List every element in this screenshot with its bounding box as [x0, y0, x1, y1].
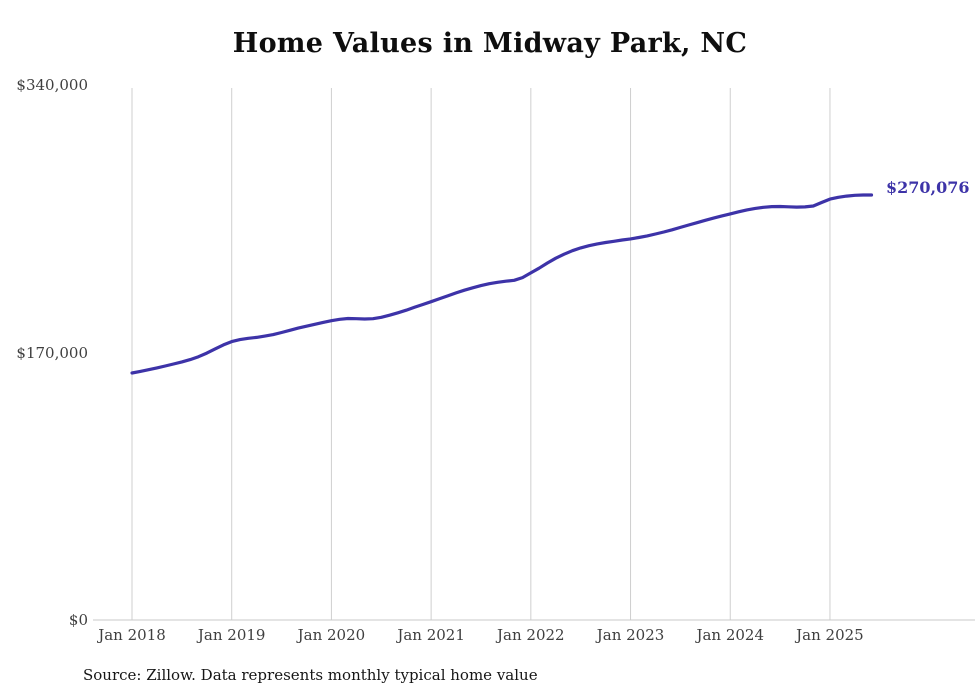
x-tick-label: Jan 2018: [98, 626, 166, 644]
chart-title: Home Values in Midway Park, NC: [232, 28, 748, 59]
x-tick-label: Jan 2021: [397, 626, 465, 644]
latest-value-label: $270,076: [886, 178, 970, 197]
x-tick-label: Jan 2024: [696, 626, 765, 644]
y-tick-label: $0: [68, 611, 88, 629]
series-line: [130, 193, 874, 375]
x-tick-label: Jan 2022: [497, 626, 565, 644]
x-tick-label: Jan 2023: [596, 626, 665, 644]
y-tick-label: $170,000: [16, 343, 88, 362]
y-tick-label: $340,000: [16, 76, 88, 94]
source-note: Source: Zillow. Data represents monthly …: [83, 666, 538, 684]
x-tick-label: Jan 2020: [297, 626, 366, 644]
x-tick-label: Jan 2025: [796, 626, 864, 644]
x-tick-label: Jan 2019: [197, 626, 266, 644]
